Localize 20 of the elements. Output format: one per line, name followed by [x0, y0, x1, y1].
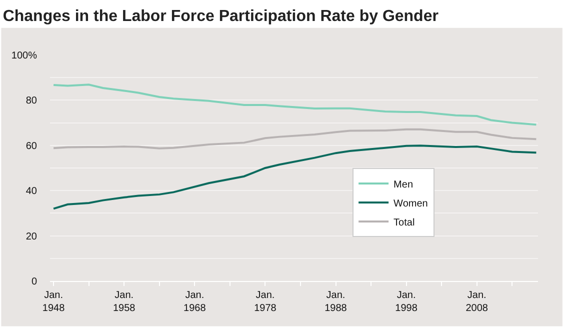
- y-tick-label: 100%: [11, 50, 38, 62]
- chart-title: Changes in the Labor Force Participation Rate by Gender: [2, 8, 438, 26]
- x-tick-label: Jan. 1958: [112, 290, 136, 314]
- x-tick-label: Jan. 1978: [254, 290, 277, 314]
- x-tick-label: Jan. 1988: [324, 290, 348, 314]
- y-tick-label: 80: [26, 96, 38, 107]
- x-tick-label: Jan. 1968: [184, 290, 206, 314]
- x-tick-label: Jan. 2008: [466, 290, 488, 314]
- x-tick-label: Jan. 1998: [395, 290, 418, 314]
- y-tick-label: 20: [26, 231, 38, 242]
- line-series: [52, 128, 538, 150]
- line-series: [52, 144, 538, 210]
- x-tick-label: Jan. 1948: [42, 290, 66, 314]
- y-tick-label: 60: [26, 140, 38, 152]
- y-tick-label: 40: [26, 186, 38, 198]
- legend-label: Total: [394, 217, 415, 228]
- line-series: [52, 84, 538, 126]
- legend-label: Women: [394, 198, 428, 210]
- legend-label: Men: [394, 179, 414, 190]
- y-tick-label: 0: [31, 276, 38, 288]
